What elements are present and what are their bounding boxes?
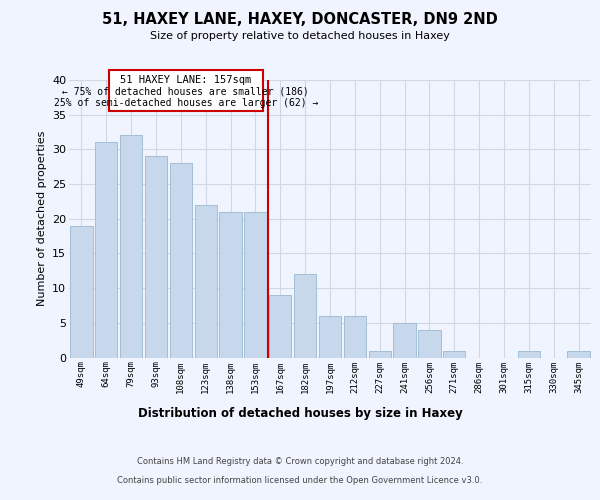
Bar [368, 350, 391, 358]
Text: 51, HAXEY LANE, HAXEY, DONCASTER, DN9 2ND: 51, HAXEY LANE, HAXEY, DONCASTER, DN9 2N… [102, 12, 498, 28]
Bar [120, 136, 142, 358]
Bar [95, 142, 118, 358]
Bar [194, 205, 217, 358]
Text: Contains HM Land Registry data © Crown copyright and database right 2024.: Contains HM Land Registry data © Crown c… [137, 458, 463, 466]
Text: Contains public sector information licensed under the Open Government Licence v3: Contains public sector information licen… [118, 476, 482, 485]
Bar [394, 323, 416, 358]
Bar [344, 316, 366, 358]
Text: Size of property relative to detached houses in Haxey: Size of property relative to detached ho… [150, 31, 450, 41]
Bar [170, 163, 192, 358]
Bar [418, 330, 440, 357]
Bar [269, 295, 292, 358]
Bar [70, 226, 92, 358]
FancyBboxPatch shape [109, 70, 263, 111]
Text: 51 HAXEY LANE: 157sqm: 51 HAXEY LANE: 157sqm [120, 75, 251, 85]
Bar [220, 212, 242, 358]
Bar [294, 274, 316, 357]
Bar [244, 212, 266, 358]
Text: Distribution of detached houses by size in Haxey: Distribution of detached houses by size … [137, 408, 463, 420]
Bar [443, 350, 466, 358]
Text: 25% of semi-detached houses are larger (62) →: 25% of semi-detached houses are larger (… [53, 98, 318, 108]
Bar [568, 350, 590, 358]
Y-axis label: Number of detached properties: Number of detached properties [37, 131, 47, 306]
Bar [319, 316, 341, 358]
Bar [518, 350, 540, 358]
Bar [145, 156, 167, 358]
Text: ← 75% of detached houses are smaller (186): ← 75% of detached houses are smaller (18… [62, 87, 309, 97]
